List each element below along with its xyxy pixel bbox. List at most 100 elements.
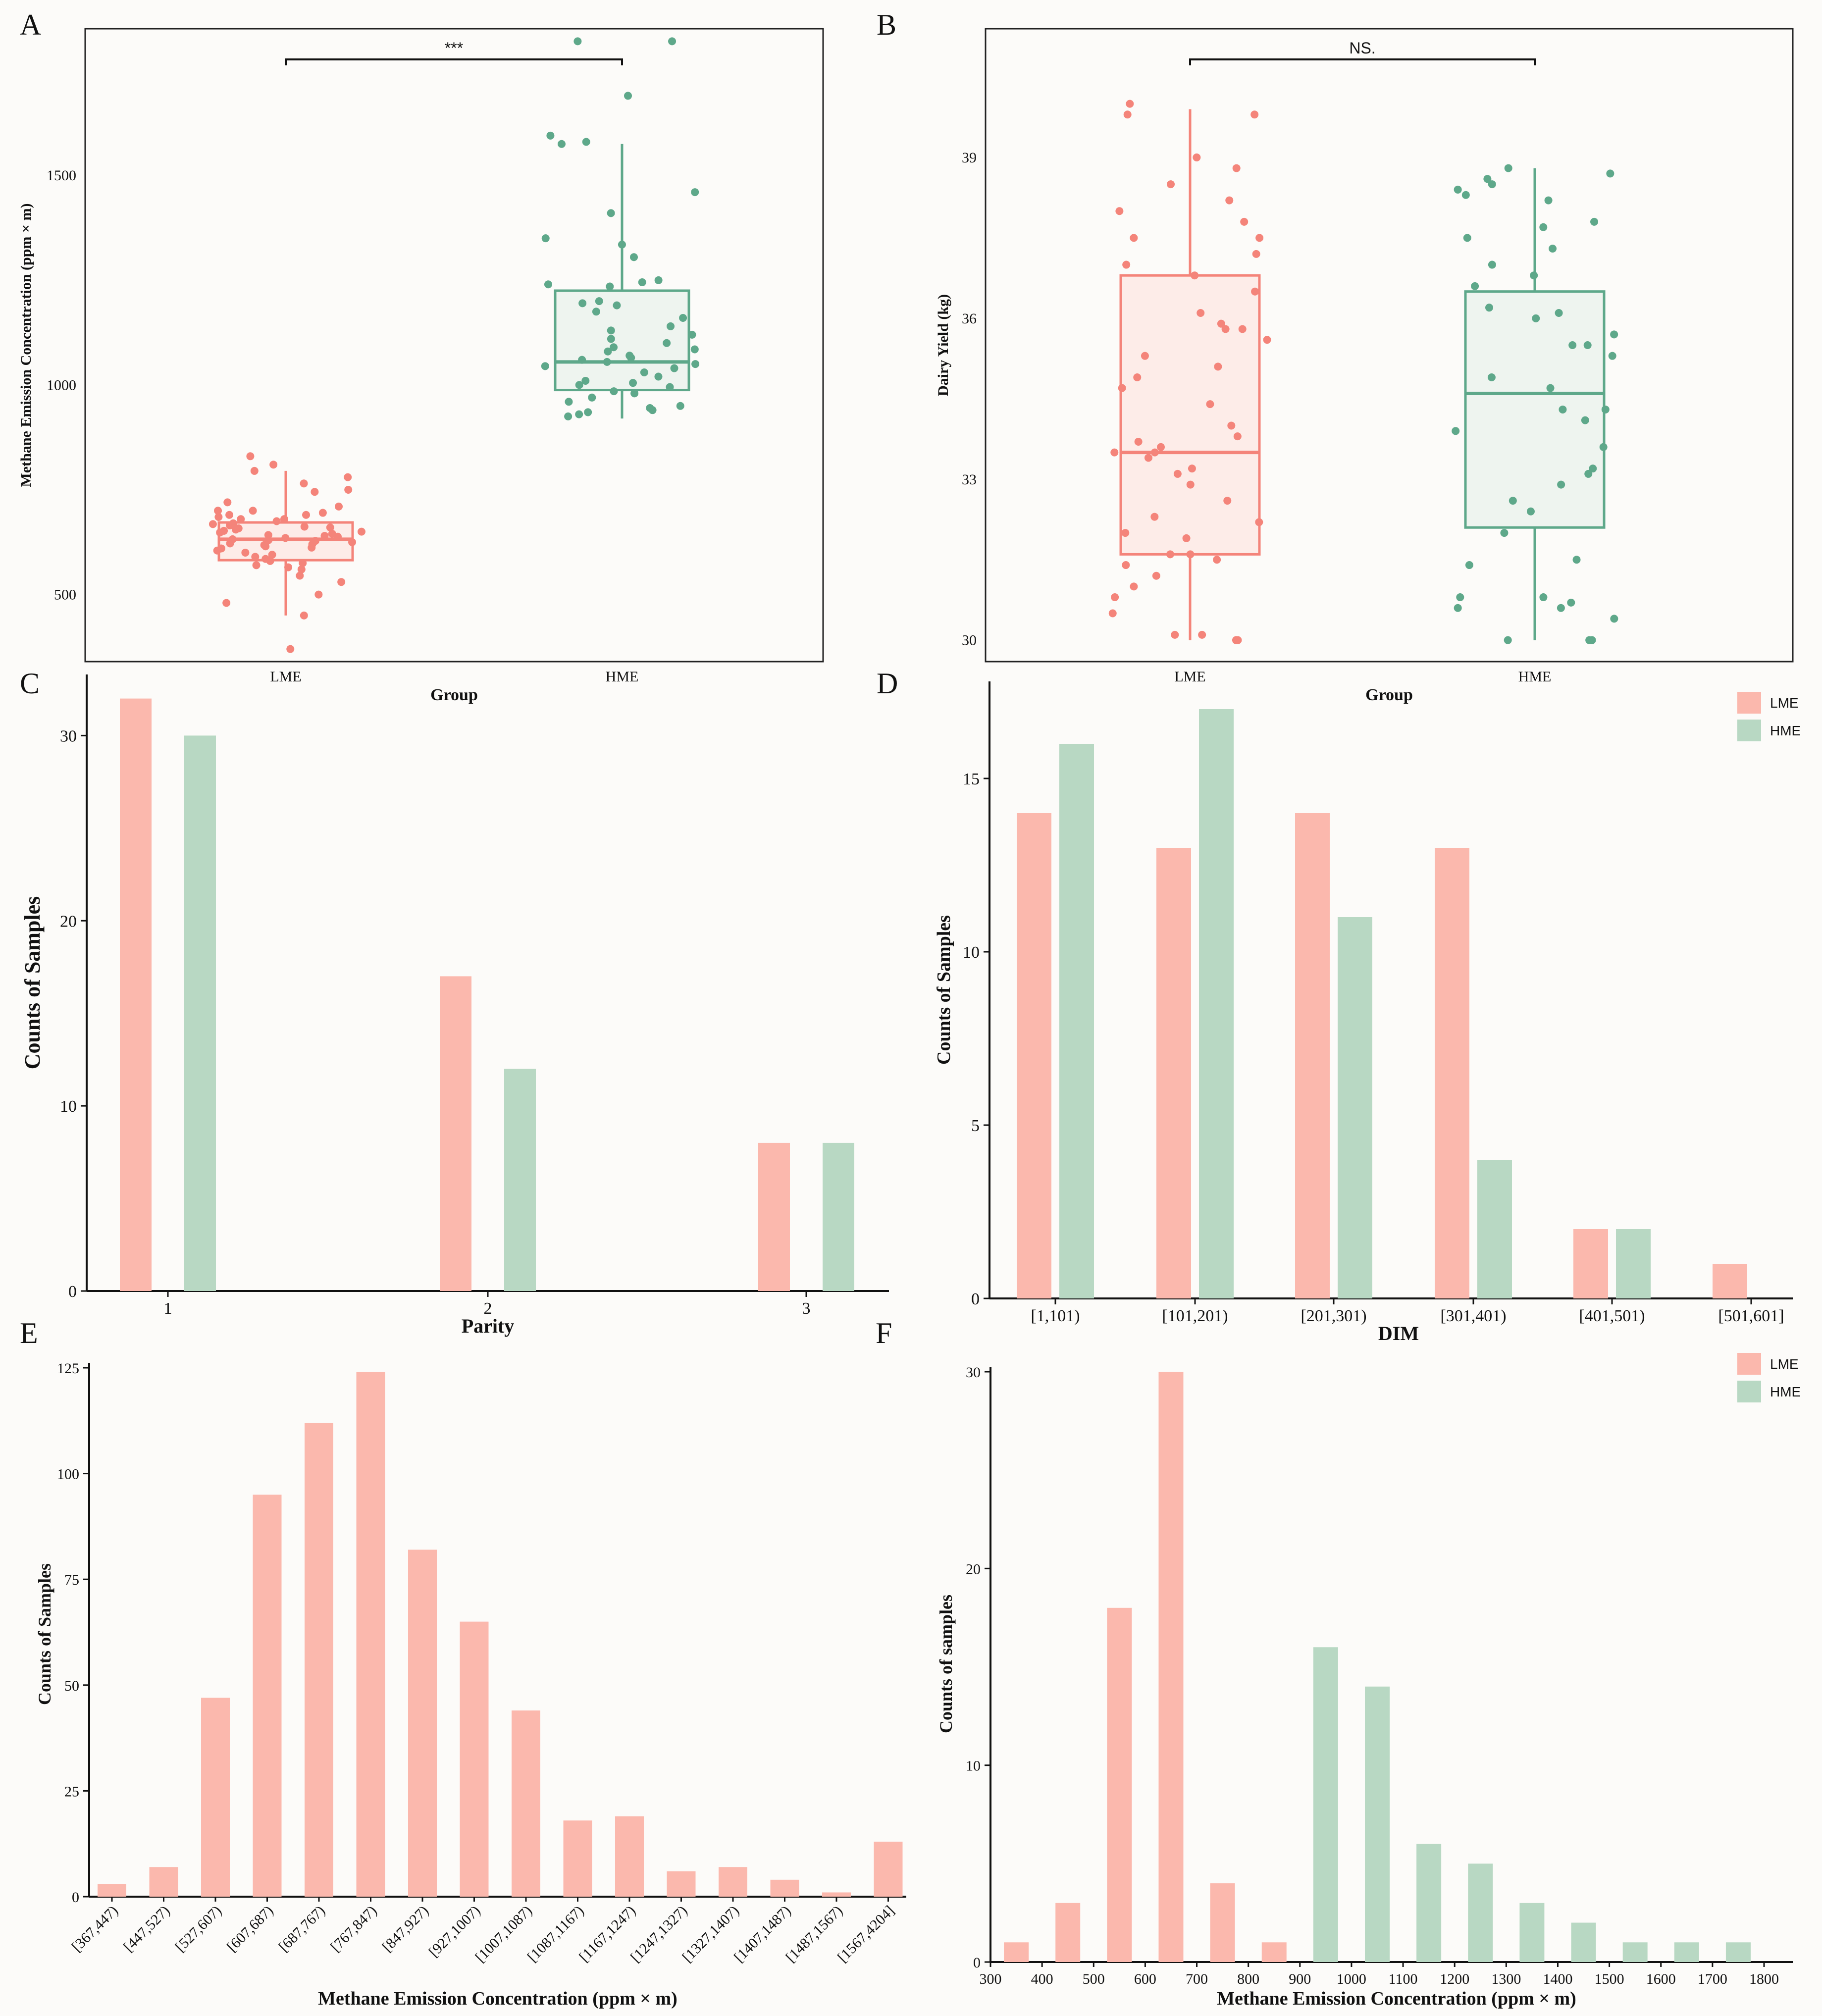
data-point: [1197, 309, 1205, 317]
data-point: [1567, 598, 1575, 607]
data-point: [326, 523, 334, 532]
data-point: [1134, 437, 1143, 446]
x-tick-label: [1,101): [1031, 1307, 1080, 1325]
bar-lme: [1158, 1372, 1184, 1962]
data-point: [1487, 373, 1496, 381]
data-point: [226, 539, 234, 548]
bar-hme: [1338, 917, 1372, 1298]
data-point: [237, 515, 245, 523]
data-point: [226, 521, 234, 529]
data-point: [668, 37, 677, 46]
data-point: [1126, 100, 1134, 108]
data-point: [691, 188, 699, 197]
data-point: [557, 140, 566, 148]
data-point: [250, 466, 259, 475]
bar-hme: [1622, 1942, 1648, 1962]
data-point: [640, 368, 648, 377]
data-point: [214, 513, 223, 521]
data-point: [1546, 384, 1555, 392]
data-point: [1217, 319, 1225, 328]
data-point: [225, 511, 234, 519]
legend-swatch-lme: [1737, 1353, 1761, 1375]
data-point: [1463, 234, 1471, 242]
data-point: [607, 335, 615, 343]
data-point: [584, 408, 592, 416]
bar-lme: [120, 698, 152, 1291]
box-hme: [541, 37, 700, 420]
data-point: [1157, 443, 1165, 451]
data-point: [575, 410, 583, 418]
bar: [98, 1884, 126, 1897]
data-point: [1539, 223, 1548, 231]
data-point: [296, 571, 304, 580]
x-axis-title: DIM: [1378, 1322, 1419, 1344]
data-point: [1590, 217, 1599, 226]
y-tick-label: 0: [72, 1889, 79, 1906]
data-point: [1483, 175, 1492, 183]
data-point: [1509, 497, 1517, 505]
data-point: [654, 372, 663, 381]
bar-hme: [1313, 1647, 1338, 1962]
data-point: [1606, 169, 1614, 178]
data-point: [261, 542, 270, 551]
data-point: [1252, 250, 1260, 258]
data-point: [311, 488, 319, 496]
data-point: [1233, 432, 1242, 441]
bar-hme: [184, 735, 216, 1291]
legend-swatch-hme: [1737, 720, 1761, 741]
data-point: [249, 507, 257, 515]
data-point: [1585, 636, 1594, 644]
data-point: [334, 532, 342, 541]
data-point: [690, 345, 699, 354]
data-point: [1504, 164, 1512, 172]
data-point: [581, 376, 590, 385]
data-point: [603, 358, 611, 366]
y-tick-label: 0: [971, 1290, 980, 1308]
data-point: [575, 381, 583, 389]
y-tick-label: 125: [57, 1360, 79, 1377]
box-lme: [208, 452, 365, 653]
y-tick-label: 0: [68, 1283, 77, 1301]
data-point: [1488, 260, 1496, 269]
data-point: [300, 479, 308, 488]
bar: [615, 1816, 644, 1897]
x-tick-label: 1300: [1491, 1971, 1521, 1987]
bar-lme: [1017, 813, 1051, 1298]
data-point: [1186, 550, 1195, 559]
x-axis-title: Parity: [462, 1315, 515, 1337]
y-tick-label: 10: [966, 1758, 981, 1774]
data-point: [648, 406, 657, 414]
x-tick-label: 600: [1134, 1971, 1156, 1987]
y-tick-label: 5: [971, 1117, 980, 1135]
x-tick-label: HME: [1518, 669, 1552, 685]
panel-label: D: [877, 667, 898, 700]
panel-label: F: [876, 1317, 892, 1349]
data-point: [607, 326, 615, 335]
bar-hme: [1725, 1942, 1751, 1962]
bar-hme: [1059, 744, 1094, 1298]
panel-label: C: [20, 667, 40, 700]
x-axis-title: Methane Emission Concentration (ppm × m): [1217, 1988, 1576, 2009]
bar-hme: [1416, 1844, 1442, 1962]
panel-c: C 0 10 20 30 1 2 3 Parity Counts of Samples: [20, 667, 889, 1337]
data-point: [667, 322, 675, 330]
data-point: [1227, 421, 1236, 430]
bar: [201, 1698, 230, 1897]
data-point: [1171, 630, 1179, 639]
data-point: [582, 138, 590, 146]
data-point: [670, 364, 678, 372]
x-tick-label: 1600: [1646, 1971, 1676, 1987]
legend-label: LME: [1770, 695, 1799, 711]
data-point: [630, 389, 639, 398]
data-point: [1255, 518, 1263, 526]
data-point: [1250, 110, 1259, 119]
bar-lme: [1713, 1264, 1747, 1298]
data-point: [268, 551, 276, 559]
y-tick-label: 10: [60, 1097, 77, 1116]
data-point: [251, 553, 260, 561]
data-point: [241, 548, 250, 557]
legend-swatch-hme: [1737, 1381, 1761, 1402]
y-tick-label: 30: [962, 632, 977, 649]
bar-hme: [1199, 709, 1234, 1298]
box-hme: [1452, 164, 1618, 644]
